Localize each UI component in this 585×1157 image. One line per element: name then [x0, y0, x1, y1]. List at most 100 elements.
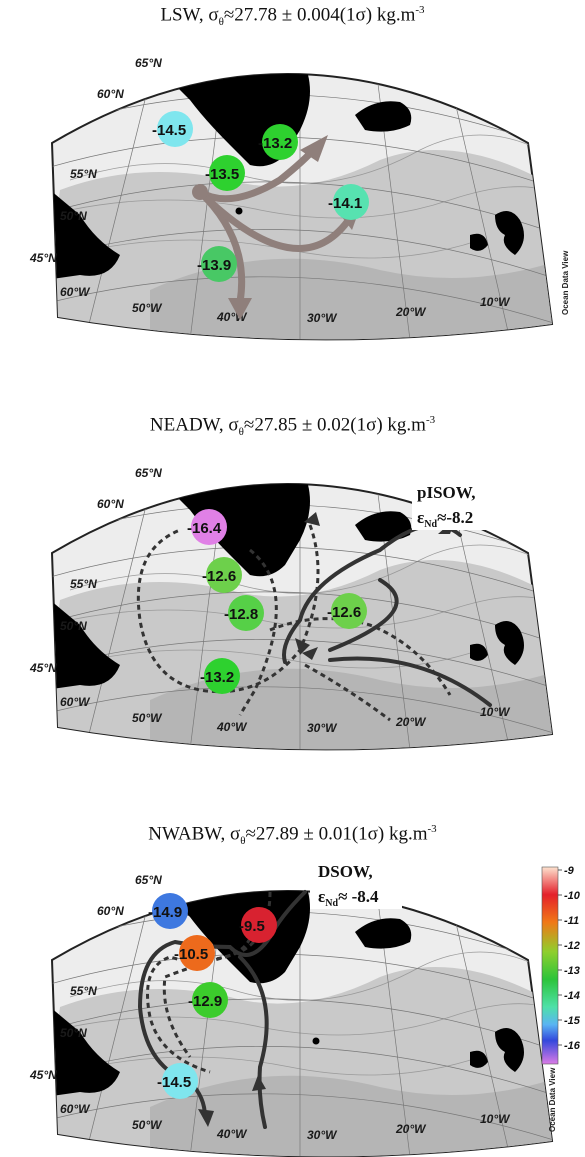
lat-label: 65°N [135, 873, 162, 887]
lon-label: 60°W [60, 1102, 91, 1116]
map-panel-nwabw: 65°N 60°N 55°N 50°N 45°N 60°W 50°W 40°W … [29, 857, 581, 1157]
british-isles-landmass [470, 621, 524, 665]
nwabw-dotted-pathways [146, 891, 272, 1074]
lon-label: 30°W [307, 311, 338, 325]
station-value: -14.1 [328, 195, 362, 212]
station-markers: -14.9 -9.5 -10.5 -12.9 -14.5 [148, 893, 277, 1099]
graticule-labels: 65°N 60°N 55°N 50°N 45°N 60°W 50°W 40°W … [29, 873, 511, 1142]
lon-label: 10°W [480, 705, 511, 719]
bathymetry-contours [69, 951, 546, 1076]
lon-label: 40°W [216, 720, 248, 734]
ocean-data-view-watermark: Ocean Data View [561, 250, 570, 315]
lon-label: 40°W [216, 1127, 248, 1141]
colorbar-tick-label: -10 [564, 890, 581, 902]
station-value: -12.6 [327, 604, 361, 621]
station-value: -10.5 [174, 946, 208, 963]
colorbar-tick-label: -13 [564, 965, 580, 977]
lon-label: 10°W [480, 295, 511, 309]
map-panel-neadw: 65°N 60°N 55°N 50°N 45°N 60°W 50°W 40°W … [29, 466, 554, 751]
observation-site [286, 538, 294, 546]
lon-label: 60°W [60, 285, 91, 299]
source-name: DSOW, [318, 862, 373, 881]
labrador-landmass [52, 190, 120, 280]
abyssal-plain-shading [150, 258, 552, 340]
colorbar-tick-label: -9 [564, 865, 575, 877]
unit-exponent: -3 [425, 414, 436, 426]
lat-label: 50°N [60, 209, 87, 223]
map-panel-lsw: 65°N 60°N 55°N 50°N 45°N 60°W 50°W 40°W … [29, 56, 570, 341]
lat-label: 60°N [97, 904, 124, 918]
source-label-background [310, 857, 402, 909]
dsow-source-label: DSOW, εNd≈ -8.4 [310, 857, 402, 909]
lat-label: 55°N [70, 984, 97, 998]
source-epsilon: εNd≈ -8.4 [318, 887, 379, 909]
panel-title-nwabw: NWABW, σθ≈27.89 ± 0.01(1σ) kg.m-3 [148, 823, 437, 848]
colorbar-tick-label: -16 [564, 1040, 581, 1052]
lon-label: 30°W [307, 1128, 338, 1142]
station-value: -14.9 [148, 904, 182, 921]
station-marker [331, 593, 367, 629]
lat-label: 60°N [97, 87, 124, 101]
source-epsilon: εNd≈-8.2 [417, 508, 473, 530]
station-marker [333, 184, 369, 220]
water-mass-name: LSW [160, 4, 199, 26]
observation-site [312, 1037, 320, 1045]
source-label-background [412, 478, 504, 530]
lon-label: 30°W [307, 721, 338, 735]
lat-label: 55°N [70, 167, 97, 181]
lon-label: 10°W [480, 1112, 511, 1126]
lon-label: 20°W [395, 305, 427, 319]
unit-exponent: -3 [415, 4, 425, 16]
lat-label: 50°N [60, 619, 87, 633]
iceland-landmass [355, 101, 412, 132]
colorbar-tick-label: -15 [564, 1015, 581, 1027]
station-marker [209, 155, 245, 191]
sigma-value: 27.78 ± 0.004(1σ) kg.m [234, 4, 416, 26]
pisow-source-label: pISOW, εNd≈-8.2 [412, 478, 504, 530]
station-markers: -14.5 -13.2 -13.5 -14.1 -13.9 [152, 111, 369, 282]
station-marker [241, 907, 277, 943]
station-value: -14.5 [157, 1074, 191, 1091]
labrador-landmass [52, 600, 120, 690]
station-value: -13.2 [200, 669, 234, 686]
british-isles-landmass [470, 211, 524, 255]
colorbar-gradient [541, 866, 559, 1065]
graticule-labels: 65°N 60°N 55°N 50°N 45°N 60°W 50°W 40°W … [29, 466, 511, 735]
lat-label: 60°N [97, 497, 124, 511]
lat-label: 45°N [29, 661, 57, 675]
station-value: -12.8 [224, 606, 258, 623]
british-isles-landmass [470, 1028, 524, 1072]
lat-label: 45°N [29, 251, 57, 265]
station-marker [206, 557, 242, 593]
lon-label: 50°W [132, 1118, 163, 1132]
nwabw-arrowheads [198, 1075, 266, 1127]
colorbar-ticks [558, 869, 562, 1046]
station-value: -14.5 [152, 122, 186, 139]
station-value: -12.9 [188, 993, 222, 1010]
unit-exponent: -3 [427, 823, 437, 835]
station-marker [152, 893, 188, 929]
panel-title-neadw: NEADW, σθ≈27.85 ± 0.02(1σ) kg.m-3 [149, 414, 436, 439]
source-name: pISOW, [417, 483, 475, 502]
abyssal-plain-shading [150, 668, 552, 750]
water-mass-name: NEADW [149, 414, 219, 436]
station-marker [157, 111, 193, 147]
lon-label: 50°W [132, 711, 163, 725]
graticule [52, 74, 552, 340]
sigma-value: 27.89 ± 0.01(1σ) kg.m [255, 823, 428, 845]
labrador-landmass [52, 1007, 120, 1097]
station-value: -13.2 [258, 135, 292, 152]
station-value: -13.5 [205, 166, 239, 183]
colorbar-tick-label: -14 [564, 990, 580, 1002]
colorbar-tick-label: -11 [564, 915, 579, 927]
station-marker [192, 982, 228, 1018]
station-marker [228, 595, 264, 631]
abyssal-plain-shading [150, 1075, 552, 1157]
iceland-landmass [355, 918, 412, 949]
iceland-landmass [355, 511, 412, 542]
lat-label: 55°N [70, 577, 97, 591]
station-marker [179, 935, 215, 971]
lsw-flow-arrows [196, 144, 354, 306]
station-marker [204, 658, 240, 694]
lat-label: 65°N [135, 56, 162, 70]
